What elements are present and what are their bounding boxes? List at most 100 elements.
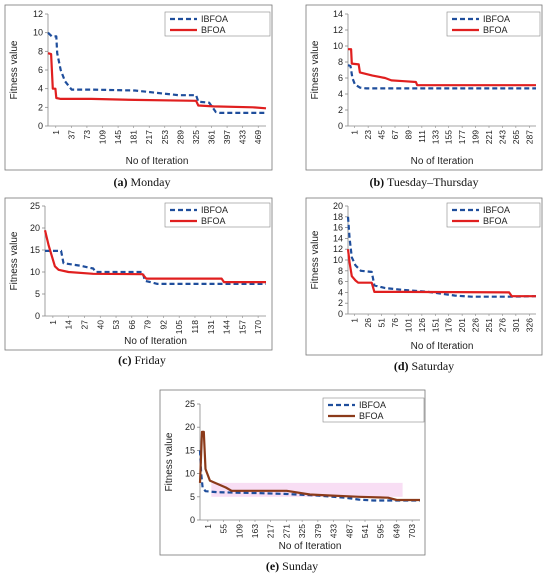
y-tick-label: 20 (185, 422, 195, 432)
x-axis-title: No of Iteration (411, 156, 474, 167)
y-tick-label: 0 (338, 121, 343, 131)
x-tick-label: 45 (377, 130, 387, 140)
x-tick-label: 433 (238, 130, 248, 144)
panel-tuesday-thursday: 0 2 4 6 8 10 12 14 1 23 45 67 89 111 133 155 177 199 221 24… (305, 4, 543, 189)
y-tick-label: 5 (190, 492, 195, 502)
x-tick-label: 271 (281, 524, 291, 538)
series-line-ibfoa (45, 249, 266, 285)
x-tick-label: 703 (407, 524, 417, 538)
legend-label-ibfoa: IBFOA (359, 400, 386, 410)
y-tick-label: 10 (333, 41, 343, 51)
y-tick-label: 0 (338, 309, 343, 319)
legend-label-ibfoa: IBFOA (483, 14, 510, 24)
x-tick-label: 433 (329, 524, 339, 538)
y-tick-label: 8 (38, 46, 43, 56)
x-tick-label: 361 (207, 130, 217, 144)
y-tick-label: 2 (338, 105, 343, 115)
legend-box (164, 11, 271, 37)
x-tick-label: 325 (191, 130, 201, 144)
x-tick-label: 176 (444, 318, 454, 332)
x-tick-label: 326 (524, 318, 534, 332)
y-axis-title: Fitness value (9, 40, 20, 99)
y-tick-label: 25 (30, 201, 40, 211)
y-tick-label: 25 (185, 399, 195, 409)
x-tick-label: 301 (511, 318, 521, 332)
panel-caption: (a) Monday (114, 175, 171, 189)
panel-friday: 0 5 10 15 20 25 1 14 27 40 53 66 79 92 105 118 131 144 157… (4, 197, 273, 367)
x-tick-label: 133 (430, 130, 440, 144)
x-tick-label: 379 (313, 524, 323, 538)
x-tick-label: 14 (64, 320, 74, 330)
caption-letter: (e) (266, 559, 279, 573)
x-tick-label: 151 (430, 318, 440, 332)
x-tick-label: 1 (51, 130, 61, 135)
y-tick-label: 0 (35, 311, 40, 321)
y-tick-label: 12 (33, 9, 43, 19)
x-tick-label: 73 (82, 130, 92, 140)
y-tick-label: 20 (333, 201, 343, 211)
x-tick-label: 469 (253, 130, 263, 144)
x-tick-label: 118 (190, 320, 200, 334)
caption-text: Saturday (409, 359, 455, 373)
x-tick-label: 265 (511, 130, 521, 144)
caption-text: Monday (128, 175, 171, 189)
x-tick-label: 397 (222, 130, 232, 144)
series-line-bfoa (47, 52, 267, 110)
x-tick-label: 155 (444, 130, 454, 144)
x-tick-label: 226 (471, 318, 481, 332)
y-tick-label: 10 (333, 255, 343, 265)
panel-sunday: 0 5 10 15 20 25 1 55 109 163 217 271 325 379 433 487 541… (159, 389, 426, 573)
x-tick-label: 1 (350, 130, 360, 135)
legend-box (164, 202, 271, 228)
panel-caption: (d) Saturday (394, 359, 454, 373)
x-tick-label: 89 (403, 130, 413, 140)
y-tick-label: 15 (185, 445, 195, 455)
x-tick-label: 144 (222, 320, 232, 334)
x-axis-title: No of Iteration (411, 341, 474, 352)
y-tick-label: 12 (333, 244, 343, 254)
y-axis-title: Fitness value (310, 40, 321, 99)
y-tick-label: 0 (190, 515, 195, 525)
y-tick-label: 18 (333, 212, 343, 222)
caption-letter: (b) (369, 175, 384, 189)
x-tick-label: 40 (95, 320, 105, 330)
legend-label-bfoa: BFOA (359, 411, 384, 421)
x-tick-label: 487 (344, 524, 354, 538)
y-tick-label: 4 (338, 89, 343, 99)
x-tick-label: 55 (219, 524, 229, 534)
x-tick-label: 53 (111, 320, 121, 330)
x-tick-label: 109 (234, 524, 244, 538)
y-tick-label: 4 (38, 84, 43, 94)
panel-monday: 0 2 4 6 8 10 12 1 37 73 109 145 181 217 253 289 325 361 39… (4, 4, 273, 189)
x-tick-label: 1 (203, 524, 213, 529)
panel-caption: (b) Tuesday–Thursday (369, 175, 478, 189)
x-tick-label: 541 (360, 524, 370, 538)
legend-label-bfoa: BFOA (483, 216, 508, 226)
y-tick-label: 15 (30, 245, 40, 255)
y-tick-label: 4 (338, 287, 343, 297)
y-axis-title: Fitness value (9, 231, 20, 290)
y-tick-label: 10 (185, 469, 195, 479)
x-tick-label: 105 (174, 320, 184, 334)
x-tick-label: 126 (417, 318, 427, 332)
x-tick-label: 131 (206, 320, 216, 334)
x-tick-label: 111 (417, 130, 427, 143)
series-line-ibfoa (346, 216, 537, 298)
x-tick-label: 253 (160, 130, 170, 144)
legend-label-bfoa: BFOA (483, 25, 508, 35)
x-tick-label: 251 (484, 318, 494, 332)
y-tick-label: 2 (338, 298, 343, 308)
y-tick-label: 10 (30, 267, 40, 277)
y-tick-label: 2 (38, 102, 43, 112)
x-tick-label: 287 (524, 130, 534, 144)
x-tick-label: 1 (48, 320, 58, 325)
x-tick-label: 325 (297, 524, 307, 538)
x-axis-title: No of Iteration (279, 541, 342, 552)
x-tick-label: 221 (484, 130, 494, 144)
caption-letter: (d) (394, 359, 409, 373)
x-tick-label: 201 (457, 318, 467, 332)
legend-label-ibfoa: IBFOA (201, 14, 228, 24)
caption-letter: (a) (114, 175, 128, 189)
x-tick-label: 163 (250, 524, 260, 538)
